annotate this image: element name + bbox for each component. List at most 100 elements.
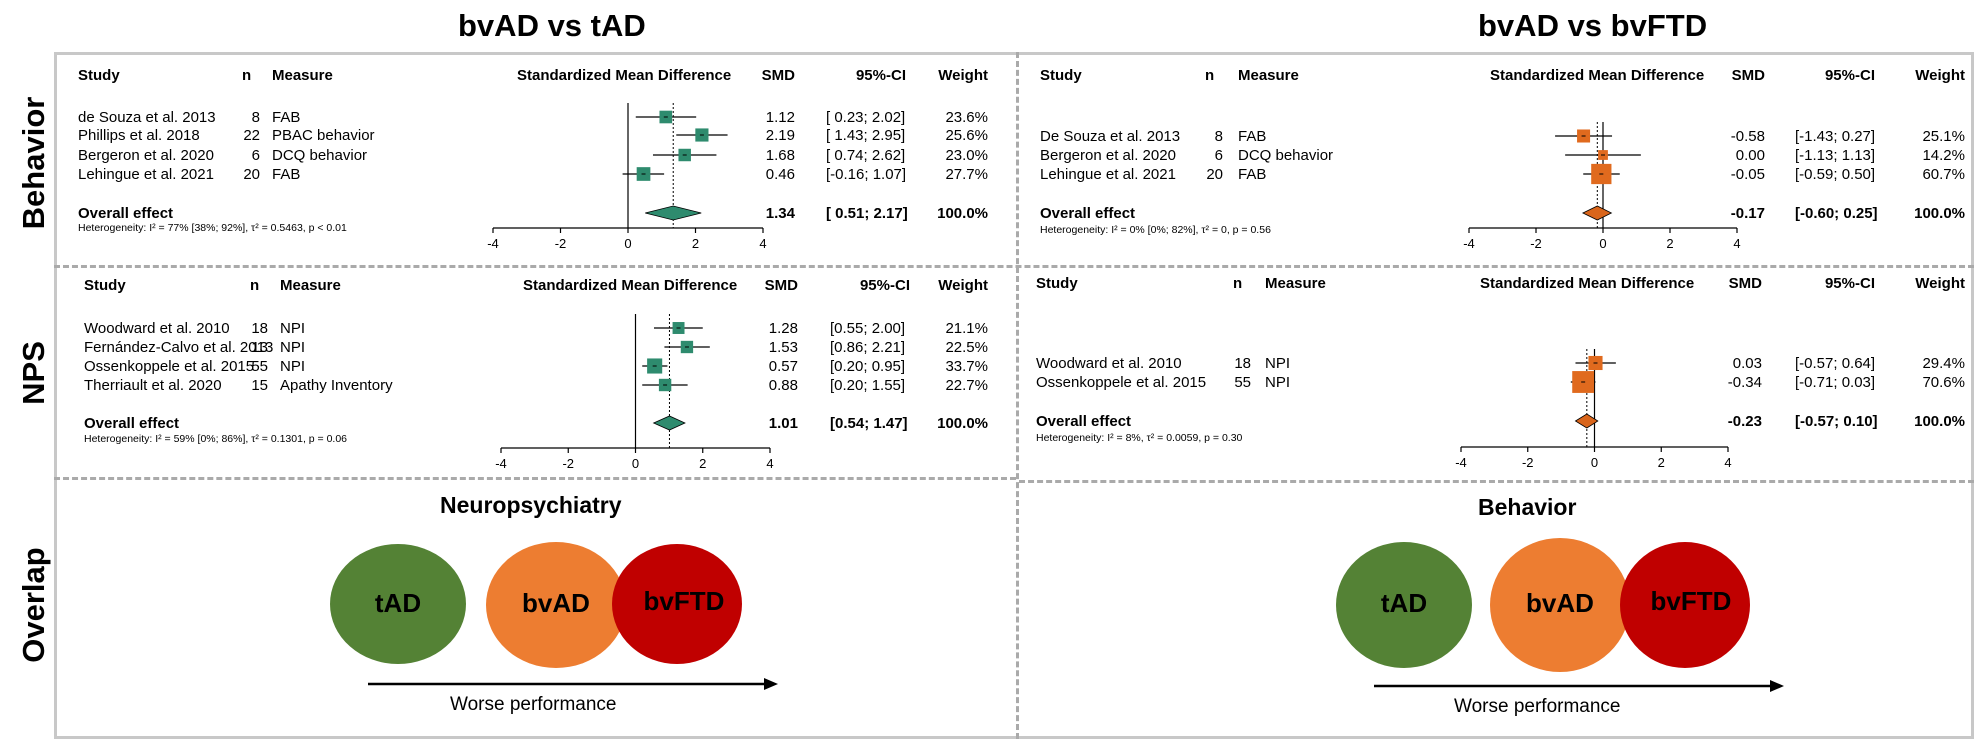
panel2-study-name: Bergeron et al. 2020 — [1040, 147, 1176, 164]
panel1-x-tick-label: 4 — [759, 236, 766, 251]
panel1-study-ci: [-0.16; 1.07] — [826, 166, 906, 183]
panel4-study-measure: NPI — [1265, 355, 1290, 372]
panel3-study-measure: NPI — [280, 320, 305, 337]
circle-bvad — [486, 542, 626, 668]
circle-tad — [330, 544, 466, 664]
panel4-study-weight: 29.4% — [1922, 355, 1965, 372]
panel2-study-name: Lehingue et al. 2021 — [1040, 166, 1176, 183]
panel1-overall-diamond — [645, 205, 702, 221]
panel2-overall-weight: 100.0% — [1914, 205, 1965, 222]
panel1-study-n: 22 — [243, 127, 260, 144]
panel1-study-weight: 27.7% — [945, 166, 988, 183]
panel1-study-ci: [ 0.74; 2.62] — [826, 147, 905, 164]
panel3-header-ci: 95%-CI — [860, 277, 910, 294]
panel2-study-ci: [-0.59; 0.50] — [1795, 166, 1875, 183]
panel3-x-tick-label: -4 — [495, 456, 507, 471]
panel3-study-name: Therriault et al. 2020 — [84, 377, 222, 394]
panel3-study-n: 55 — [251, 358, 268, 375]
panel4-study-n: 18 — [1234, 355, 1251, 372]
panel1-study-weight: 25.6% — [945, 127, 988, 144]
panel1-study-name: Phillips et al. 2018 — [78, 127, 200, 144]
panel4-overall-ci: [-0.57; 0.10] — [1795, 413, 1878, 430]
overlap-right-title: Behavior — [1478, 494, 1577, 520]
figure-frame — [54, 52, 1974, 739]
panel4-study-weight: 70.6% — [1922, 374, 1965, 391]
panel4-study-measure: NPI — [1265, 374, 1290, 391]
panel2-study-smd: 0.00 — [1736, 147, 1765, 164]
panel1-header-smd: SMD — [762, 67, 796, 84]
panel4-heterogeneity: Heterogeneity: I² = 8%, τ² = 0.0059, p =… — [1036, 432, 1243, 444]
panel3-header-smd: SMD — [765, 277, 799, 294]
panel2-x-tick-label: -2 — [1530, 236, 1542, 251]
panel1-heterogeneity: Heterogeneity: I² = 77% [38%; 92%], τ² =… — [78, 222, 347, 234]
divider-nps-overlap-left — [54, 477, 1016, 480]
panel3-study-weight: 33.7% — [945, 358, 988, 375]
panel4-study-name: Ossenkoppele et al. 2015 — [1036, 374, 1206, 391]
panel3-study-weight: 22.5% — [945, 339, 988, 356]
panel1-x-tick-label: 2 — [692, 236, 699, 251]
panel1-study-ci: [ 0.23; 2.02] — [826, 109, 905, 126]
circle-tad-label: tAD — [1380, 588, 1428, 618]
panel3-study-name: Ossenkoppele et al. 2015 — [84, 358, 254, 375]
panel4-x-tick-label: 2 — [1658, 455, 1665, 470]
panel3-heterogeneity: Heterogeneity: I² = 59% [0%; 86%], τ² = … — [84, 433, 347, 445]
panel1-study-name: Lehingue et al. 2021 — [78, 166, 214, 183]
panel1-study-ci: [ 1.43; 2.95] — [826, 127, 905, 144]
panel3-overall-diamond — [652, 415, 686, 431]
panel3-study-smd: 0.88 — [769, 377, 798, 394]
panel3-study-measure: NPI — [280, 339, 305, 356]
overlap-right: Behavior tAD bvAD bvFTD Worse performanc… — [1020, 480, 1972, 735]
panel2-study-n: 6 — [1215, 147, 1223, 164]
panel1-overall-weight: 100.0% — [937, 205, 988, 222]
panel1-study-measure: PBAC behavior — [272, 127, 375, 144]
circle-bvad — [1490, 538, 1630, 672]
panel4-header-smd: SMD — [1729, 275, 1763, 292]
panel2-study-name: De Souza et al. 2013 — [1040, 128, 1180, 145]
arrow-right-label: Worse performance — [1454, 696, 1621, 717]
panel3-study-measure: Apathy Inventory — [280, 377, 393, 394]
panel3-header-study: Study — [84, 277, 126, 294]
circle-bvad-label: bvAD — [1526, 588, 1594, 618]
panel1-study-measure: DCQ behavior — [272, 147, 367, 164]
panel4-overall-diamond — [1574, 413, 1599, 429]
panel1-header-study: Study — [78, 67, 120, 84]
divider-nps-overlap-right — [1019, 480, 1974, 483]
panel3-study-ci: [0.20; 1.55] — [830, 377, 905, 394]
panel2-overall-ci: [-0.60; 0.25] — [1795, 205, 1878, 222]
panel4-header-ci: 95%-CI — [1825, 275, 1875, 292]
panel4-x-tick-label: 4 — [1724, 455, 1731, 470]
panel2-study-measure: DCQ behavior — [1238, 147, 1333, 164]
panel2-study-n: 20 — [1206, 166, 1223, 183]
panel4-header-weight: Weight — [1915, 275, 1965, 292]
panel2-header-smd: SMD — [1732, 67, 1766, 84]
overlap-left: Neuropsychiatry tAD bvAD bvFTD Worse per… — [56, 480, 1014, 735]
panel1-study-n: 6 — [252, 147, 260, 164]
panel4-study-smd: -0.34 — [1728, 374, 1762, 391]
panel1-study-measure: FAB — [272, 166, 300, 183]
panel1-header-measure: Measure — [272, 67, 333, 84]
circle-bvftd-label: bvFTD — [1650, 586, 1732, 616]
panel1-overall-smd: 1.34 — [766, 205, 796, 222]
panel2-study-smd: -0.05 — [1731, 166, 1765, 183]
panel2-header-smd-plot: Standardized Mean Difference — [1490, 67, 1704, 84]
panel3-x-tick-label: 2 — [699, 456, 706, 471]
panel1-x-tick-label: -2 — [555, 236, 567, 251]
panel1-header-ci: 95%-CI — [856, 67, 906, 84]
panel3-overall-ci: [0.54; 1.47] — [830, 415, 908, 432]
panel1-x-tick-label: -4 — [487, 236, 499, 251]
overlap-left-title: Neuropsychiatry — [440, 492, 622, 518]
arrow-left — [368, 678, 778, 690]
panel2-overall-smd: -0.17 — [1731, 205, 1765, 222]
panel1-study-measure: FAB — [272, 109, 300, 126]
panel2-study-measure: FAB — [1238, 128, 1266, 145]
arrow-right — [1374, 680, 1784, 692]
panel1-overall-label: Overall effect — [78, 205, 173, 222]
panel3-study-n: 13 — [251, 339, 268, 356]
panel1-study-n: 8 — [252, 109, 260, 126]
circle-tad-label: tAD — [374, 588, 422, 618]
panel2-study-measure: FAB — [1238, 166, 1266, 183]
panel2-x-tick-label: 0 — [1599, 236, 1606, 251]
panel2-x-tick-label: 2 — [1666, 236, 1673, 251]
panel3-study-smd: 1.28 — [769, 320, 798, 337]
panel3-overall-weight: 100.0% — [937, 415, 988, 432]
